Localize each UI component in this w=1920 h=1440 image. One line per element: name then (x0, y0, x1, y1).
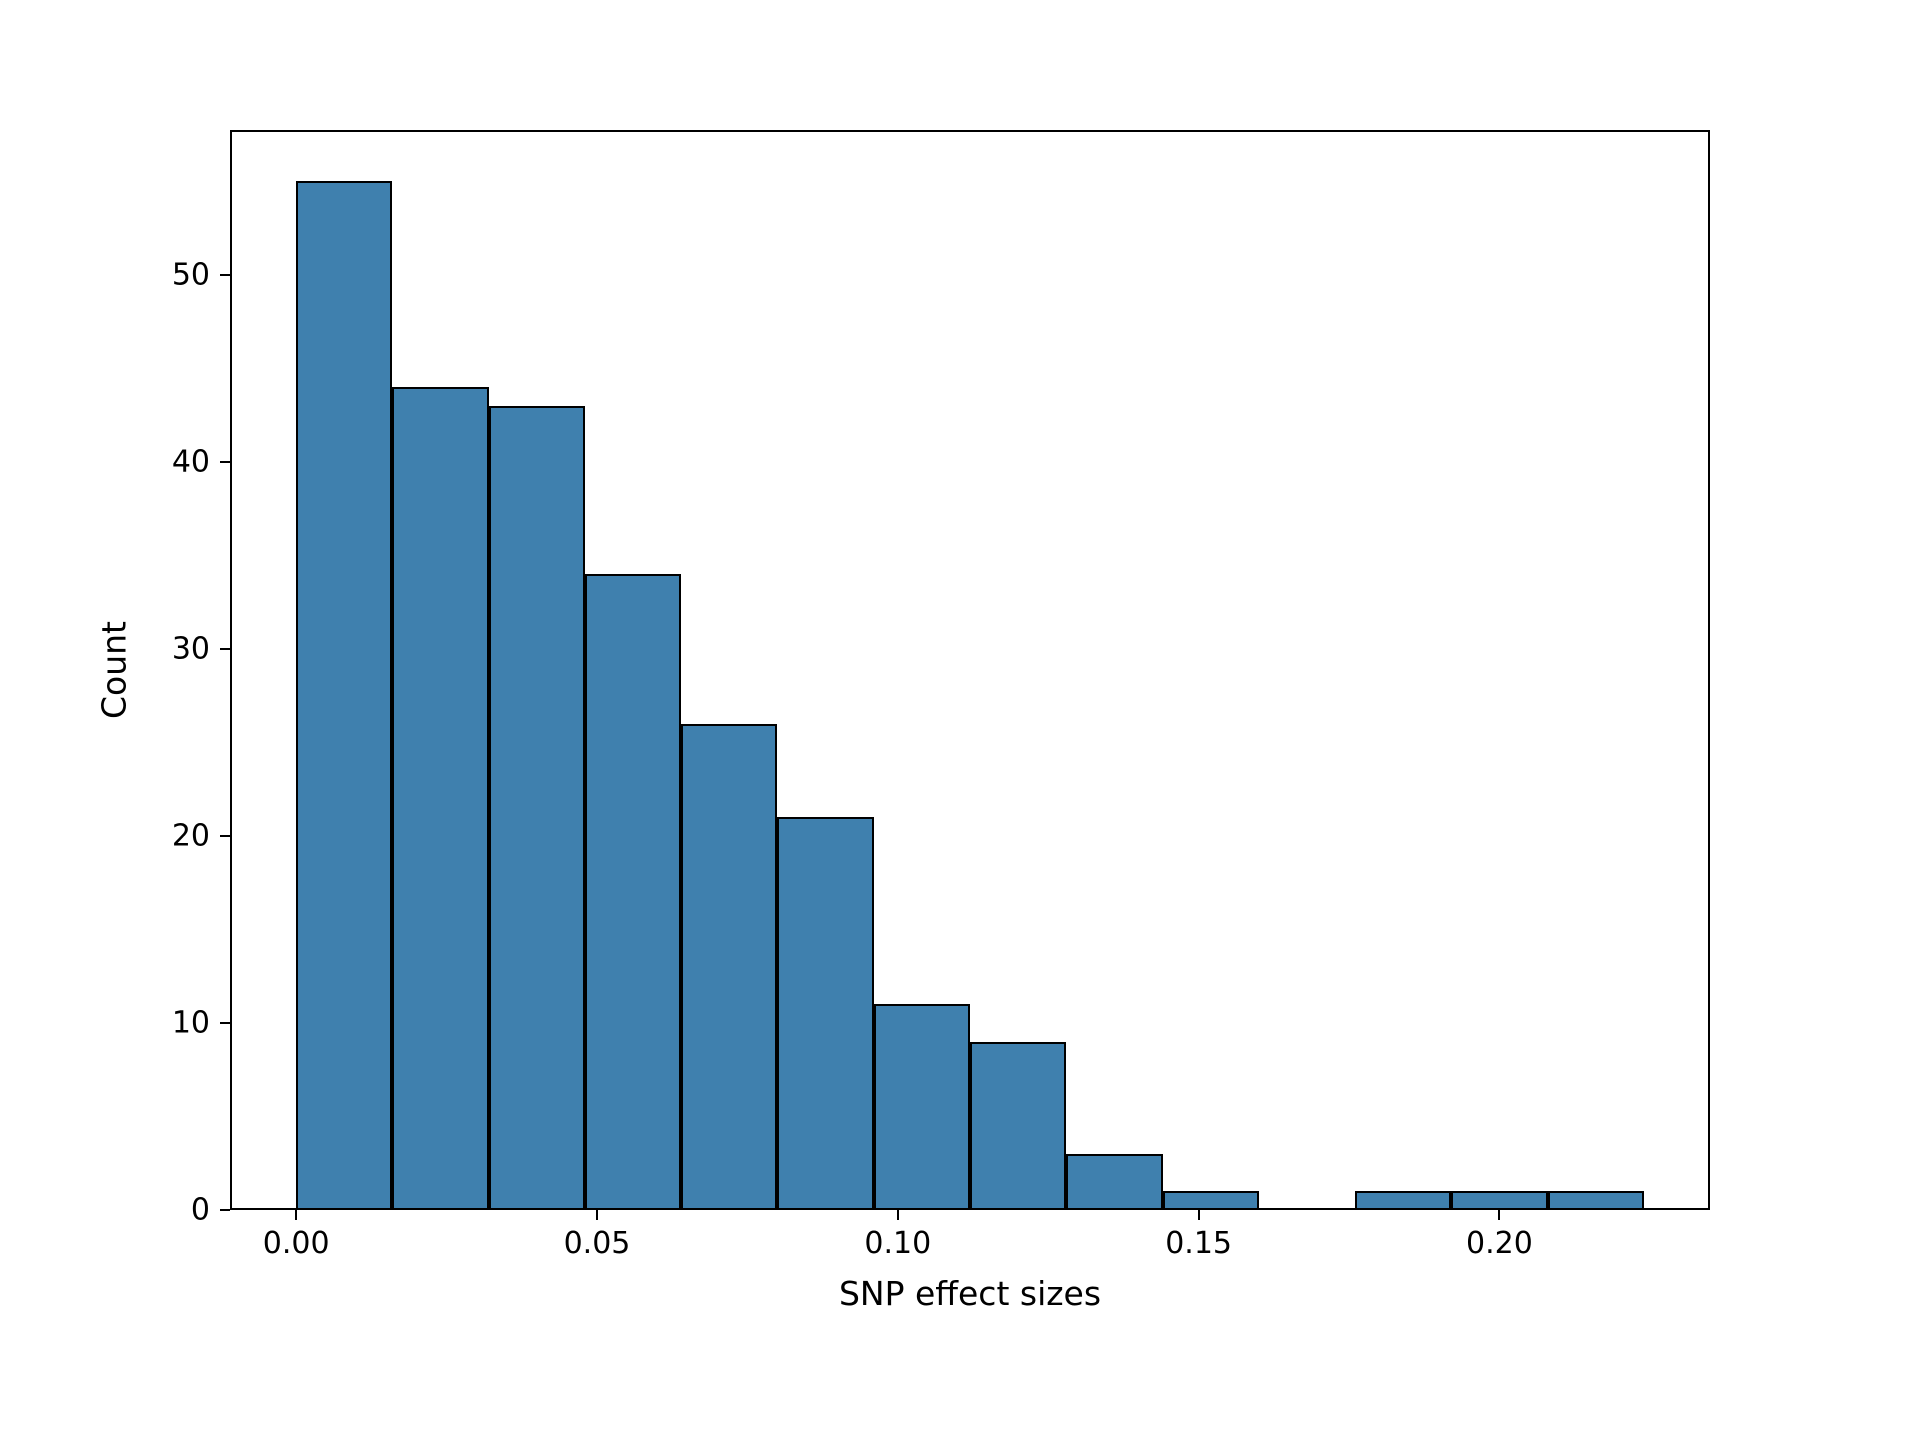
y-tick-mark (220, 461, 230, 463)
x-tick-mark (1198, 1210, 1200, 1220)
x-tick-label: 0.00 (263, 1226, 330, 1261)
y-tick-label: 30 (172, 631, 210, 666)
y-tick-label: 50 (172, 257, 210, 292)
histogram-bar (1066, 1154, 1162, 1210)
x-tick-label: 0.20 (1466, 1226, 1533, 1261)
y-tick-mark (220, 274, 230, 276)
histogram-bar (874, 1004, 970, 1210)
histogram-bar (1163, 1191, 1259, 1210)
y-tick-label: 10 (172, 1005, 210, 1040)
x-tick-label: 0.15 (1165, 1226, 1232, 1261)
x-tick-mark (1498, 1210, 1500, 1220)
histogram-bar (1355, 1191, 1451, 1210)
y-tick-mark (220, 1209, 230, 1211)
histogram-bar (681, 724, 777, 1210)
histogram-bar (1548, 1191, 1644, 1210)
y-tick-label: 20 (172, 818, 210, 853)
x-tick-label: 0.10 (864, 1226, 931, 1261)
x-tick-mark (596, 1210, 598, 1220)
x-tick-label: 0.05 (564, 1226, 631, 1261)
y-tick-mark (220, 648, 230, 650)
histogram-bar (777, 817, 873, 1210)
x-tick-mark (295, 1210, 297, 1220)
y-tick-label: 40 (172, 444, 210, 479)
x-tick-mark (897, 1210, 899, 1220)
histogram-bar (585, 574, 681, 1210)
histogram-bar (970, 1042, 1066, 1210)
histogram-bar (1451, 1191, 1547, 1210)
y-axis-label: Count (95, 621, 134, 719)
histogram-bar (392, 387, 488, 1210)
figure: 0.00 0.05 0.10 0.15 0.20 0 10 20 30 40 50 SNP eff… (0, 0, 1920, 1440)
x-axis-label: SNP effect sizes (839, 1274, 1101, 1313)
histogram-bar (489, 406, 585, 1210)
y-tick-mark (220, 1022, 230, 1024)
histogram-bar (296, 181, 392, 1210)
y-tick-label: 0 (191, 1193, 210, 1228)
y-tick-mark (220, 835, 230, 837)
